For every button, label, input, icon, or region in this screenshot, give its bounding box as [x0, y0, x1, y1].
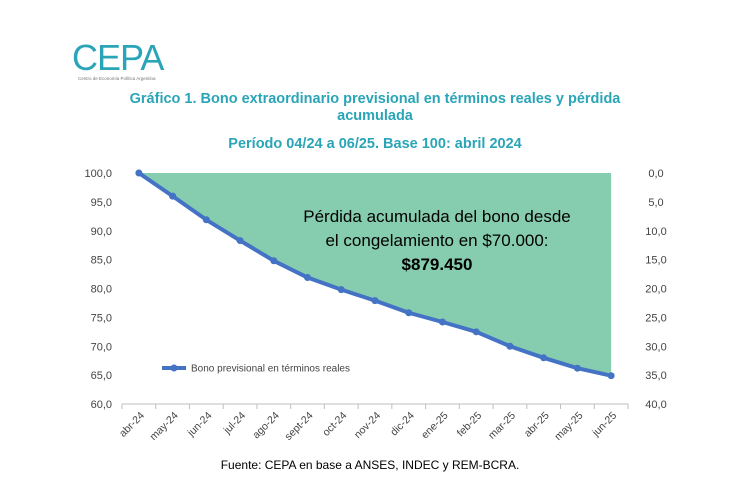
legend-point-swatch [170, 364, 178, 372]
y-right-tick-label: 30,0 [645, 341, 666, 353]
logo-subtitle: Centro de Economía Política Argentina [78, 76, 156, 81]
logo-text: CEPA [72, 37, 164, 78]
y-tick-label: 70,0 [91, 341, 112, 353]
y-tick-label: 90,0 [91, 226, 112, 238]
x-tick-label: mar-25 [486, 410, 518, 442]
y-right-tick-label: 20,0 [645, 284, 666, 296]
data-point [438, 318, 446, 326]
data-point [506, 342, 514, 350]
y-right-tick-label: 10,0 [645, 226, 666, 238]
y-right-tick-label: 40,0 [645, 399, 666, 411]
annotation-line-1: Pérdida acumulada del bono desde [303, 207, 570, 226]
data-point [169, 192, 177, 200]
annotation: Pérdida acumulada del bono desde el cong… [303, 207, 570, 274]
x-tick-label: jun-25 [589, 410, 619, 440]
y-tick-label: 95,0 [91, 197, 112, 209]
data-point [236, 237, 244, 245]
y-tick-label: 100,0 [84, 168, 112, 180]
y-right-tick-label: 25,0 [645, 312, 666, 324]
data-point [304, 274, 312, 282]
x-tick-label: feb-25 [455, 410, 485, 440]
x-tick-label: sept-24 [282, 410, 315, 443]
legend-label: Bono previsional en términos reales [191, 364, 350, 375]
loss-area-layer [138, 173, 612, 376]
y-right-tick-label: 15,0 [645, 255, 666, 267]
x-tick-label: ene-25 [419, 410, 451, 442]
data-point [573, 364, 581, 372]
x-tick-label: nov-24 [352, 410, 383, 441]
cepa-logo: CEPA Centro de Economía Política Argenti… [72, 38, 182, 88]
annotation-line-3: $879.450 [402, 255, 473, 274]
data-point [135, 169, 143, 177]
y-tick-label: 75,0 [91, 312, 112, 324]
chart-title: Gráfico 1. Bono extraordinario prevision… [129, 91, 621, 124]
series-points-layer [135, 169, 615, 380]
x-tick-label: ago-24 [250, 410, 282, 442]
data-point [607, 372, 615, 380]
x-tick-label: abr-25 [522, 410, 552, 440]
x-tick-label: jun-24 [185, 410, 215, 440]
data-point [371, 297, 379, 305]
legend: Bono previsional en términos reales [162, 364, 350, 375]
x-tick-label: may-24 [147, 410, 180, 443]
source-note: Fuente: CEPA en base a ANSES, INDEC y RE… [220, 458, 520, 472]
x-tick-label: jul-24 [221, 410, 248, 437]
data-point [202, 216, 210, 224]
data-point [337, 286, 345, 294]
data-point [472, 328, 480, 336]
y-tick-label: 60,0 [91, 399, 112, 411]
x-tick-label: oct-24 [320, 410, 349, 439]
x-tick-label: may-25 [552, 410, 585, 443]
annotation-line-2: el congelamiento en $70.000: [325, 231, 548, 250]
data-point [270, 257, 278, 265]
chart-subtitle: Período 04/24 a 06/25. Base 100: abril 2… [228, 136, 522, 152]
y-right-tick-label: 35,0 [645, 370, 666, 382]
x-tick-label: dic-24 [388, 410, 417, 439]
y-right-tick-label: 0,0 [648, 168, 663, 180]
x-tick-label: abr-24 [117, 410, 147, 440]
data-point [540, 354, 548, 362]
loss-area [138, 173, 612, 376]
y-tick-label: 80,0 [91, 284, 112, 296]
y-right-tick-label: 5,0 [648, 197, 663, 209]
y-tick-label: 85,0 [91, 255, 112, 267]
data-point [405, 309, 413, 317]
y-tick-label: 65,0 [91, 370, 112, 382]
